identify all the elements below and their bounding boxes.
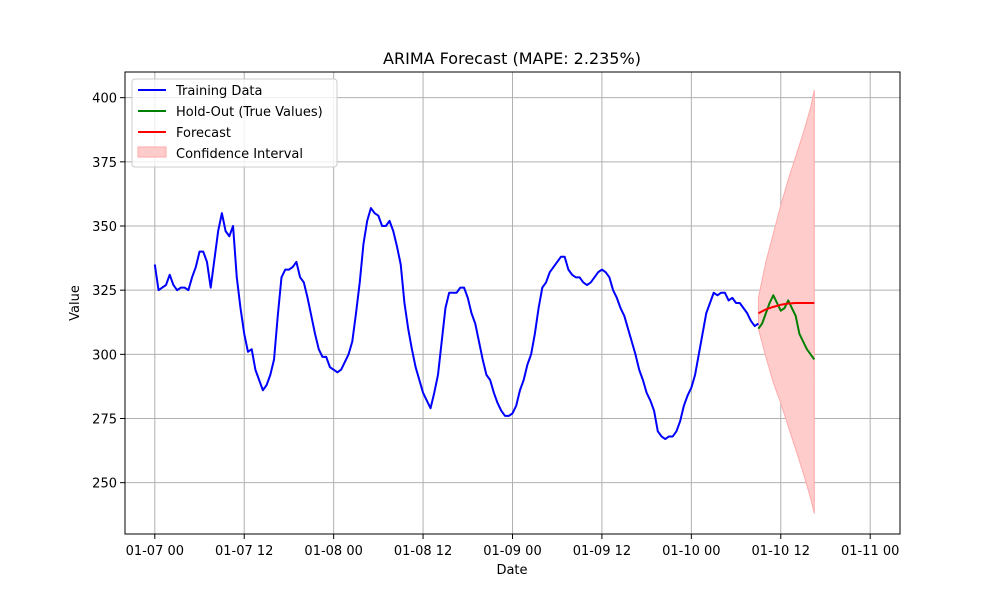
legend-label-forecast: Forecast [176,126,231,141]
legend-frame [131,78,338,168]
x-tick-label: 01-08 00 [304,544,362,559]
series-layer [153,207,816,441]
x-tick-label: 01-10 00 [662,544,720,559]
training-data-line [153,207,759,441]
legend: Training Data Hold-Out (True Values) For… [131,78,338,168]
y-tick-label: 400 [92,92,117,107]
y-axis-ticks: 250 275 300 325 350 375 400 [92,92,125,492]
chart-title: ARIMA Forecast (MAPE: 2.235%) [383,49,641,68]
legend-label-confidence: Confidence Interval [176,147,303,162]
x-tick-label: 01-07 00 [126,544,184,559]
x-tick-label: 01-07 12 [215,544,273,559]
x-tick-label: 01-09 00 [483,544,541,559]
x-axis-label: Date [496,563,527,578]
y-tick-label: 275 [92,413,117,428]
forecast-line [757,302,815,315]
x-tick-label: 01-08 12 [394,544,452,559]
x-tick-label: 01-10 12 [752,544,810,559]
y-axis-label: Value [68,285,83,321]
confidence-interval-layer [757,89,815,514]
legend-label-holdout: Hold-Out (True Values) [176,105,323,120]
legend-swatch-confidence [137,146,167,158]
x-tick-label: 01-09 12 [573,544,631,559]
x-axis-ticks: 01-07 00 01-07 12 01-08 00 01-08 12 01-09 00… [126,534,899,559]
x-tick-label: 01-11 00 [841,544,899,559]
y-tick-label: 350 [92,220,117,235]
y-tick-label: 375 [92,156,117,171]
y-tick-label: 250 [92,477,117,492]
y-tick-label: 300 [92,348,117,363]
legend-label-training: Training Data [175,84,262,99]
confidence-interval-band [757,89,815,514]
y-tick-label: 325 [92,284,117,299]
